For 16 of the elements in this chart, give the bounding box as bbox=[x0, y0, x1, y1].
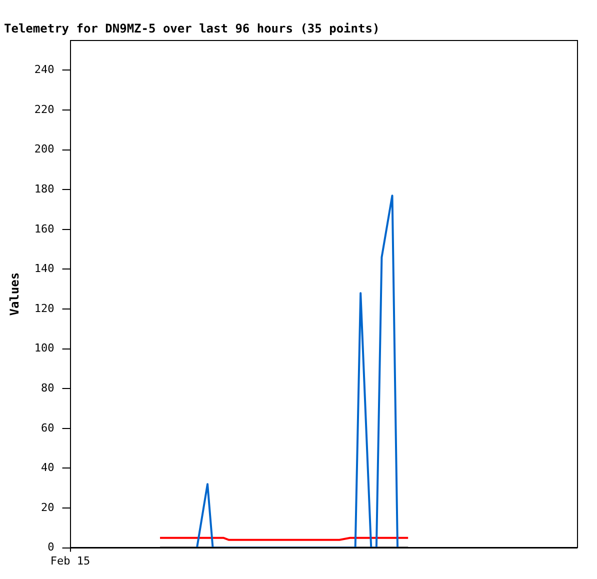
y-axis-title: Values bbox=[7, 272, 22, 316]
y-tick-label: 220 bbox=[34, 102, 54, 116]
y-tick-label: 60 bbox=[41, 421, 54, 434]
y-tick-label: 240 bbox=[34, 63, 54, 76]
y-tick-label: 40 bbox=[41, 461, 54, 474]
y-tick-label: 20 bbox=[41, 500, 54, 514]
y-tick-label: 200 bbox=[34, 142, 54, 156]
x-tick-label: Feb 15 bbox=[50, 554, 90, 568]
y-tick-label: 120 bbox=[34, 302, 54, 315]
chart-title: Telemetry for DN9MZ-5 over last 96 hours (35 points) bbox=[4, 21, 380, 36]
y-tick-label: 0 bbox=[48, 540, 54, 554]
y-tick-label: 180 bbox=[34, 182, 54, 196]
y-tick-label: 80 bbox=[41, 381, 54, 394]
y-tick-label: 140 bbox=[34, 262, 54, 276]
y-tick-label: 100 bbox=[34, 342, 54, 355]
y-tick-label: 160 bbox=[34, 222, 54, 236]
